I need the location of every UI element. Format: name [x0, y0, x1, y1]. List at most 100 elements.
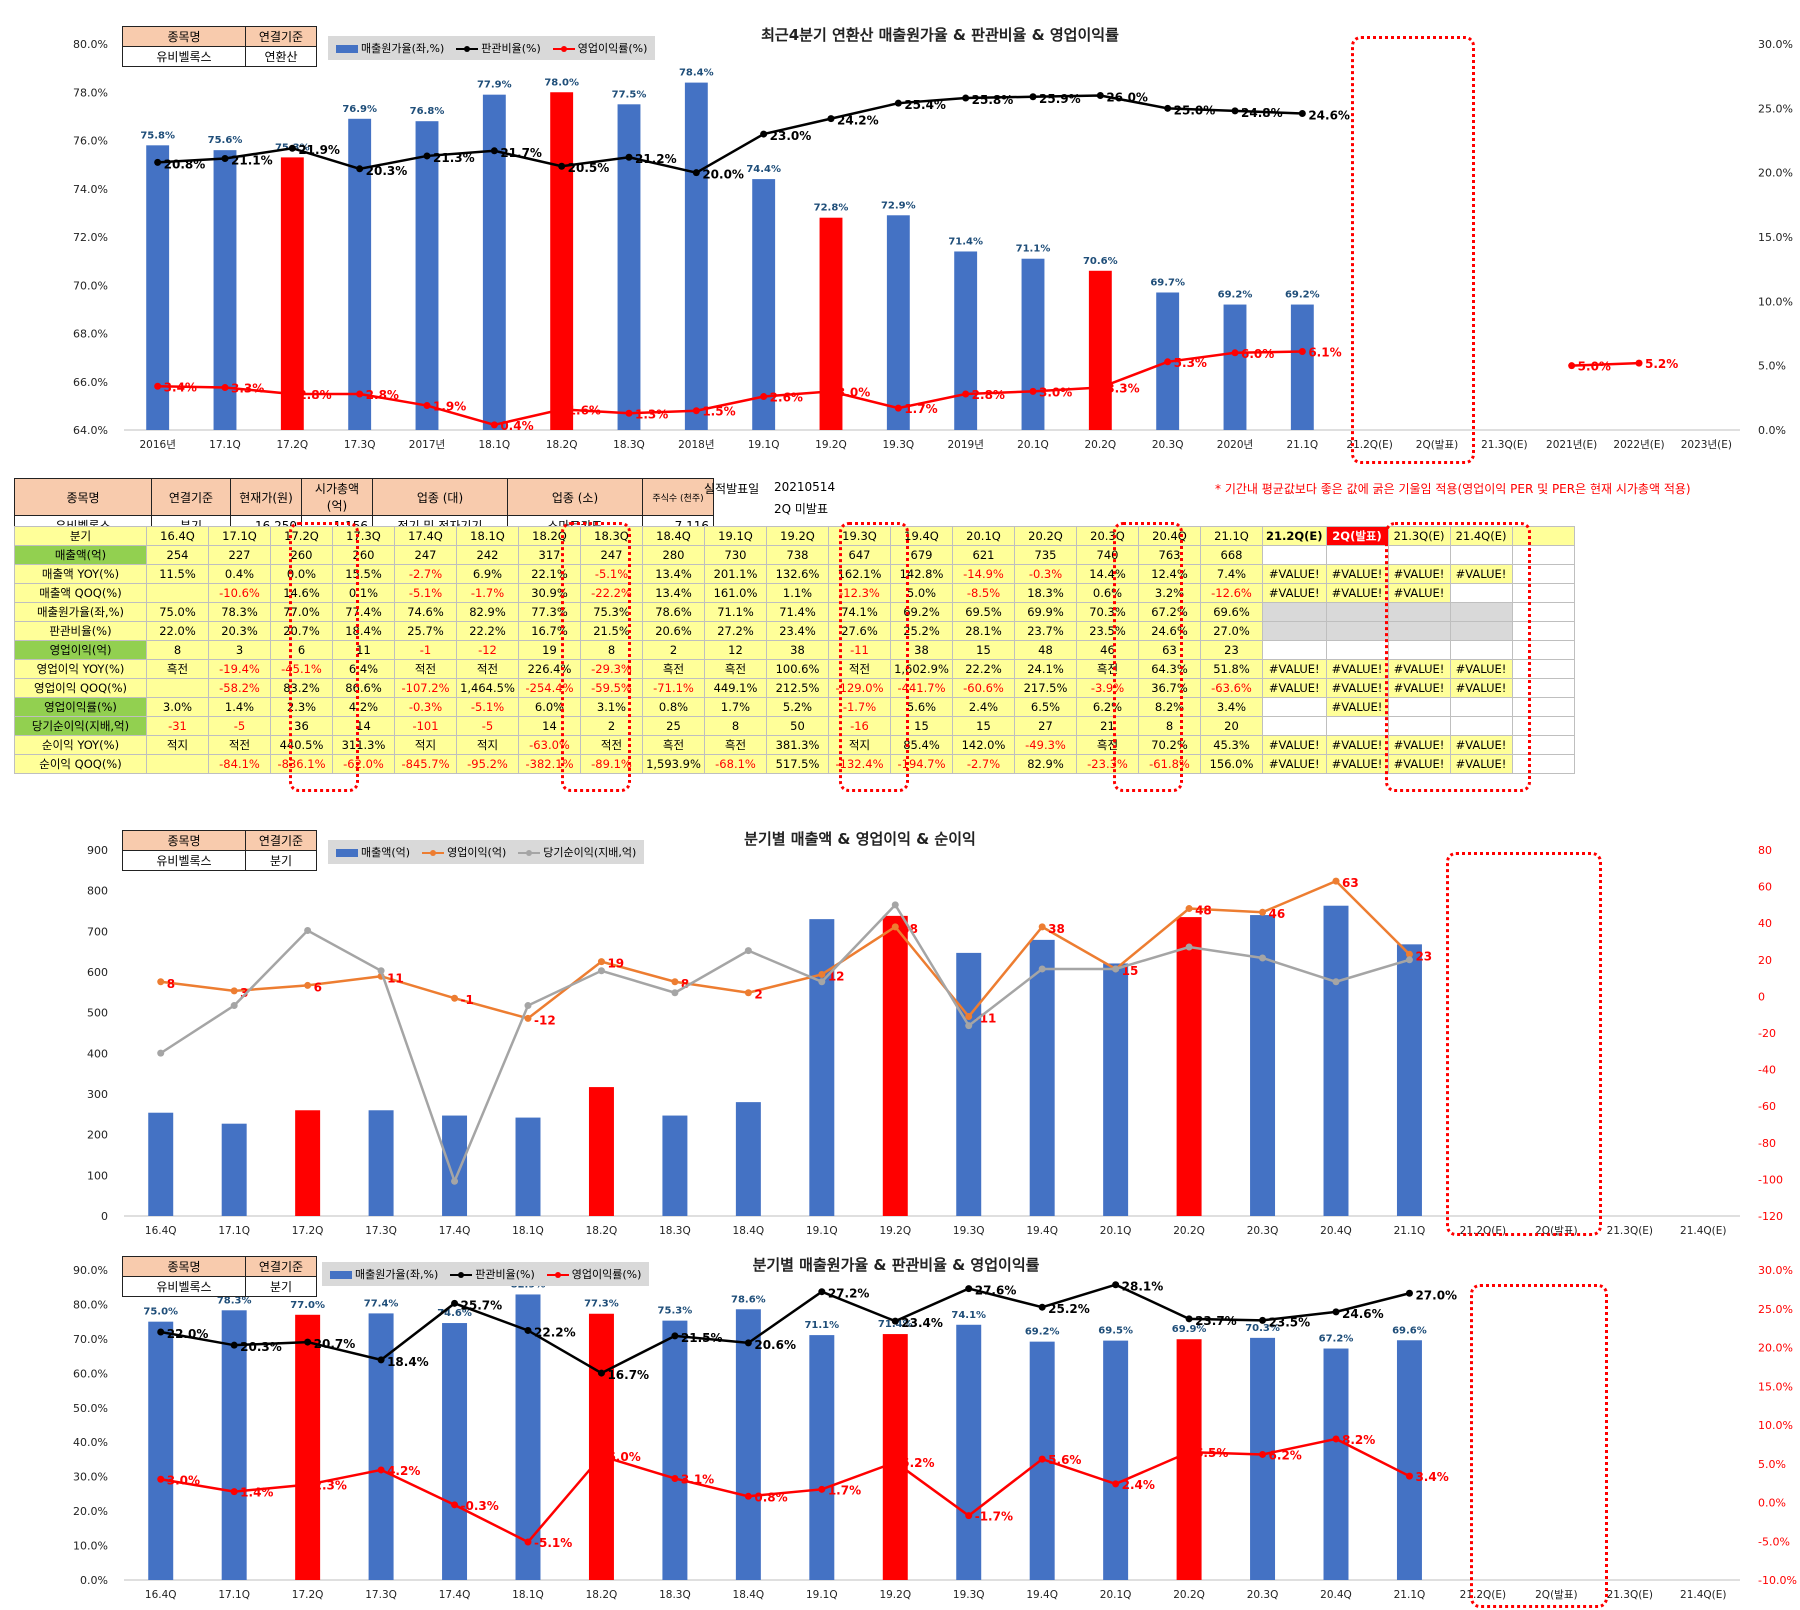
table-cell: 15 [952, 640, 1015, 660]
line-data-label: 2.8% [298, 388, 331, 402]
series-line [160, 1437, 1411, 1544]
line-data-label: 8 [167, 977, 175, 991]
left-axis-tick: 78.0% [73, 86, 108, 99]
table-cell [1387, 545, 1451, 565]
table-cell: 20.6% [642, 621, 705, 641]
series-point [157, 1475, 165, 1483]
table-cell: 8 [146, 640, 209, 660]
series-point [356, 390, 364, 398]
table-cell: -10.6% [208, 583, 271, 603]
series-point [760, 130, 768, 138]
table-cell [1387, 697, 1451, 717]
bar [588, 1087, 614, 1216]
header-name: 종목명 [122, 830, 246, 851]
left-axis-tick: 64.0% [73, 424, 108, 437]
table-cell [1262, 545, 1327, 565]
line-data-label: 23.4% [901, 1316, 943, 1330]
table-cell: 23 [1200, 640, 1263, 660]
series-point [1112, 965, 1120, 973]
chart-title: 분기별 매출액 & 영업이익 & 순이익 [744, 830, 976, 848]
quarterly-data-table: 분기 16.4Q 17.1Q 17.2Q 17.3Q 17.4Q 18.1Q 18.2Q 18.… [14, 526, 1575, 774]
series-point [744, 947, 752, 955]
stock-h-basis: 연결기준 [151, 478, 231, 516]
x-axis-tick: 20.4Q [1320, 1225, 1352, 1237]
left-axis-tick: 68.0% [73, 328, 108, 341]
bar-data-label: 70.3% [1245, 1323, 1280, 1334]
table-cell: 흑전 [642, 735, 705, 755]
series-point [1635, 359, 1643, 367]
table-column-header: 18.3Q [580, 526, 643, 546]
series-point [230, 1002, 238, 1010]
line-data-label: 3.0% [1039, 385, 1072, 399]
table-cell: 247 [394, 545, 457, 565]
table-cell: 24.6% [1138, 621, 1201, 641]
table-cell: #VALUE! [1387, 678, 1451, 698]
series-point [558, 162, 566, 170]
basis-value: 분기 [245, 1276, 317, 1297]
stock-h-sector: 업종 (대) [372, 478, 508, 516]
series-line [1571, 361, 1640, 367]
line-data-label: 24.6% [1342, 1307, 1384, 1321]
table-cell: 14.6% [270, 583, 333, 603]
left-axis-tick: 70.0% [73, 1333, 108, 1346]
line-data-label: 12 [828, 969, 845, 983]
bar-data-label: 75.0% [143, 1307, 178, 1318]
bar [752, 179, 776, 430]
line-data-label: 21.2% [635, 152, 677, 166]
table-cell: 517.5% [766, 754, 829, 774]
line-data-label: 1.4% [240, 1486, 273, 1500]
table-cell: -132.4% [828, 754, 891, 774]
table-cell: -11 [828, 640, 891, 660]
x-axis-tick: 19.2Q [879, 1225, 911, 1237]
table-cell [1325, 545, 1389, 565]
bar [1223, 304, 1247, 430]
series-point [377, 967, 385, 975]
line-data-label: 8 [681, 977, 689, 991]
right-axis-tick: -10.0% [1758, 1574, 1797, 1587]
series-point [524, 1014, 532, 1022]
bar [1103, 963, 1129, 1216]
report-status: 2Q 미발표 [774, 502, 829, 516]
table-cell: 12.4% [1138, 564, 1201, 584]
x-axis-tick: 18.3Q [659, 1589, 691, 1601]
line-data-label: 19 [607, 957, 624, 971]
x-axis-tick: 2019년 [947, 439, 983, 451]
line-data-label: 16.7% [607, 1368, 649, 1382]
table-column-header: 21.1Q [1200, 526, 1263, 546]
line-data-label: 24.8% [1241, 106, 1283, 120]
left-axis-tick: 700 [87, 925, 108, 938]
bar-data-label: 75.6% [208, 135, 243, 146]
table-cell: 1.7% [704, 697, 767, 717]
left-axis-tick: 74.0% [73, 183, 108, 196]
bar-data-label: 76.9% [342, 104, 377, 115]
line-data-label: 3.4% [1415, 1470, 1448, 1484]
table-cell: 75.0% [146, 602, 209, 622]
table-cell: 20 [1200, 716, 1263, 736]
series-point [891, 1317, 899, 1325]
table-cell: 36.7% [1138, 678, 1201, 698]
table-cell: 201.1% [704, 564, 767, 584]
series-point [818, 1288, 826, 1296]
bar [1290, 304, 1314, 430]
table-cell: #VALUE! [1449, 754, 1513, 774]
bar-data-label: 78.0% [544, 77, 579, 88]
table-cell: 4.2% [332, 697, 395, 717]
basis-value: 연환산 [245, 46, 317, 67]
line-data-label: 2.8% [972, 388, 1005, 402]
bar [213, 150, 237, 430]
x-axis-tick: 2017년 [409, 439, 445, 451]
table-cell: 36 [270, 716, 333, 736]
x-axis-tick: 21.1Q [1394, 1225, 1426, 1237]
table-column-header: 19.4Q [890, 526, 953, 546]
bar [809, 1335, 835, 1580]
right-axis-tick: 25.0% [1758, 1303, 1793, 1316]
series-point [230, 1488, 238, 1496]
line-data-label: 6.5% [1195, 1446, 1228, 1460]
right-axis-tick: 25.0% [1758, 102, 1793, 115]
table-cell: -61.8% [1138, 754, 1201, 774]
table-cell: 162.1% [828, 564, 891, 584]
x-axis-tick: 17.1Q [218, 1225, 250, 1237]
line-data-label: 1.6% [568, 403, 601, 417]
series-point [1185, 1315, 1193, 1323]
series-point [965, 1013, 973, 1021]
